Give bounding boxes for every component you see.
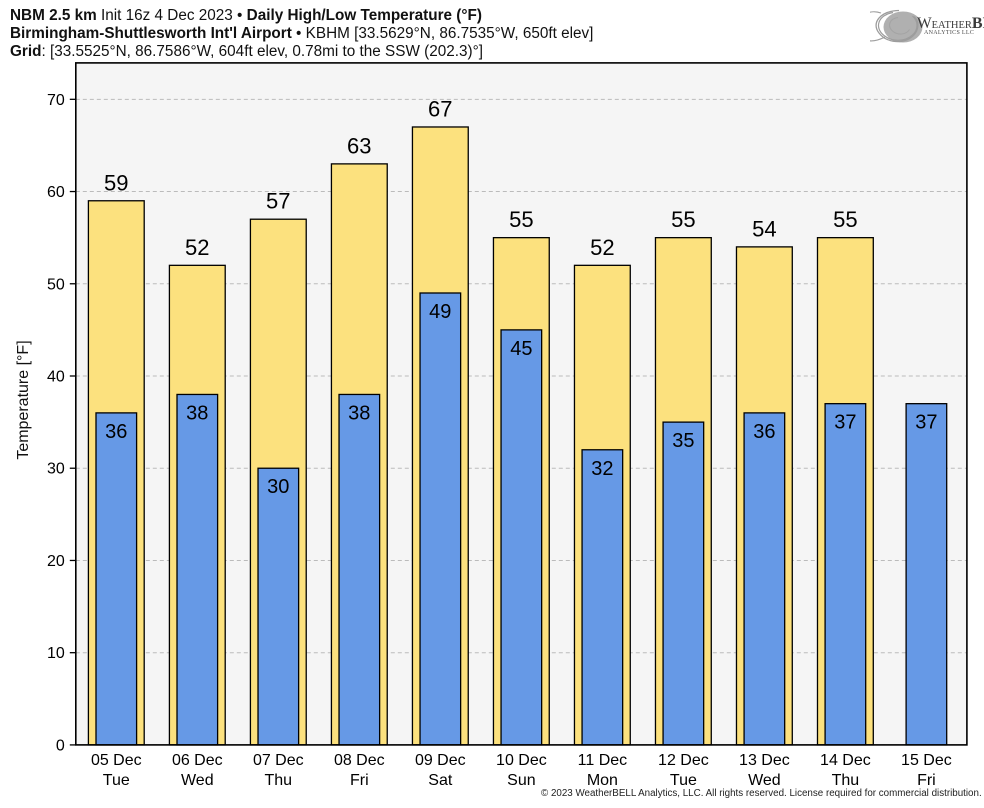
svg-text:60: 60: [47, 184, 65, 201]
svg-text:Wed: Wed: [181, 772, 214, 789]
svg-text:57: 57: [266, 189, 290, 214]
svg-text:59: 59: [104, 170, 128, 195]
svg-text:36: 36: [753, 421, 775, 443]
svg-text:05 Dec: 05 Dec: [91, 752, 142, 769]
svg-text:36: 36: [105, 421, 127, 443]
svg-text:52: 52: [185, 235, 209, 260]
svg-text:12 Dec: 12 Dec: [658, 752, 709, 769]
svg-text:49: 49: [429, 301, 451, 323]
svg-text:08 Dec: 08 Dec: [334, 752, 385, 769]
svg-text:06 Dec: 06 Dec: [172, 752, 223, 769]
svg-text:Wed: Wed: [748, 772, 781, 789]
svg-text:54: 54: [752, 216, 776, 241]
svg-text:37: 37: [915, 412, 937, 434]
svg-text:30: 30: [267, 476, 289, 498]
svg-text:15 Dec: 15 Dec: [901, 752, 952, 769]
svg-text:Fri: Fri: [350, 772, 369, 789]
svg-text:63: 63: [347, 133, 371, 158]
svg-text:50: 50: [47, 276, 65, 293]
svg-text:67: 67: [428, 97, 452, 122]
svg-text:Tue: Tue: [670, 772, 697, 789]
svg-text:0: 0: [56, 737, 65, 754]
svg-text:13 Dec: 13 Dec: [739, 752, 790, 769]
svg-text:70: 70: [47, 92, 65, 109]
svg-text:38: 38: [186, 402, 208, 424]
svg-text:32: 32: [591, 458, 613, 480]
svg-text:35: 35: [672, 430, 694, 452]
svg-text:37: 37: [834, 412, 856, 434]
svg-text:09 Dec: 09 Dec: [415, 752, 466, 769]
svg-text:07 Dec: 07 Dec: [253, 752, 304, 769]
svg-text:55: 55: [671, 207, 695, 232]
svg-text:Tue: Tue: [103, 772, 130, 789]
svg-text:Thu: Thu: [832, 772, 860, 789]
svg-text:52: 52: [590, 235, 614, 260]
svg-text:Thu: Thu: [265, 772, 293, 789]
svg-text:14 Dec: 14 Dec: [820, 752, 871, 769]
svg-text:40: 40: [47, 369, 65, 386]
svg-text:Sat: Sat: [428, 772, 453, 789]
svg-text:10 Dec: 10 Dec: [496, 752, 547, 769]
svg-text:10: 10: [47, 645, 65, 662]
svg-text:Fri: Fri: [917, 772, 936, 789]
svg-text:Mon: Mon: [587, 772, 618, 789]
svg-text:45: 45: [510, 338, 532, 360]
svg-text:55: 55: [509, 207, 533, 232]
svg-text:Sun: Sun: [507, 772, 535, 789]
svg-text:20: 20: [47, 553, 65, 570]
svg-text:11 Dec: 11 Dec: [578, 752, 628, 769]
svg-text:38: 38: [348, 402, 370, 424]
svg-text:55: 55: [833, 207, 857, 232]
svg-text:30: 30: [47, 461, 65, 478]
